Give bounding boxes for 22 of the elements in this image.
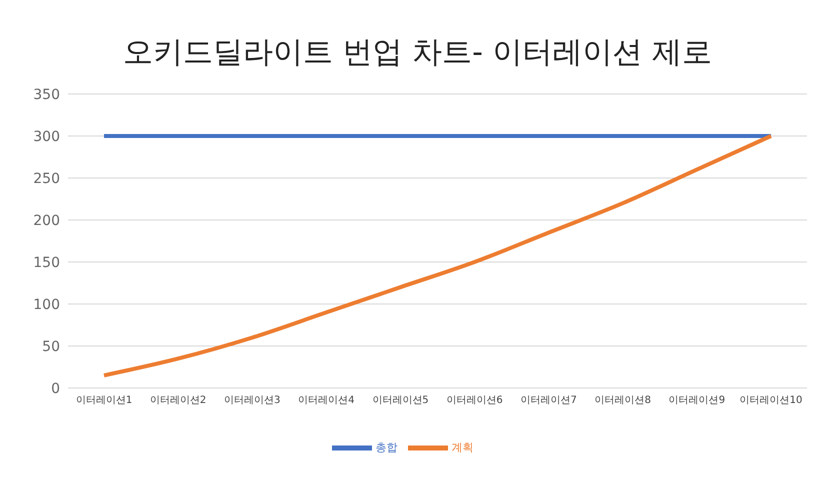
line-series <box>102 134 773 378</box>
x-tick-label: 이터레이션9 <box>668 395 726 406</box>
legend-label: 총합 <box>376 441 398 454</box>
y-tick-label: 0 <box>51 380 60 397</box>
chart-title: 오키드딜라이트 번업 차트- 이터레이션 제로 <box>122 34 713 72</box>
x-tick-label: 이터레이션7 <box>520 395 577 406</box>
x-tick-label: 이터레이션3 <box>224 395 280 406</box>
y-tick-label: 350 <box>33 86 60 103</box>
legend-label: 계획 <box>452 441 474 454</box>
x-tick-label: 이터레이션5 <box>372 395 429 406</box>
x-tick-label: 이터레이션8 <box>594 395 651 406</box>
y-tick-label: 200 <box>33 212 60 229</box>
x-tick-label: 이터레이션10 <box>740 395 802 406</box>
x-tick-label: 이터레이션2 <box>150 395 206 406</box>
y-tick-label: 100 <box>33 296 60 313</box>
y-tick-label: 250 <box>33 170 60 187</box>
y-tick-label: 300 <box>33 128 60 145</box>
x-tick-label: 이터레이션6 <box>446 395 503 406</box>
x-tick-label: 이터레이션1 <box>76 395 132 406</box>
y-tick-label: 150 <box>33 254 60 271</box>
x-tick-label: 이터레이션4 <box>298 395 355 406</box>
y-tick-label: 50 <box>42 338 60 355</box>
